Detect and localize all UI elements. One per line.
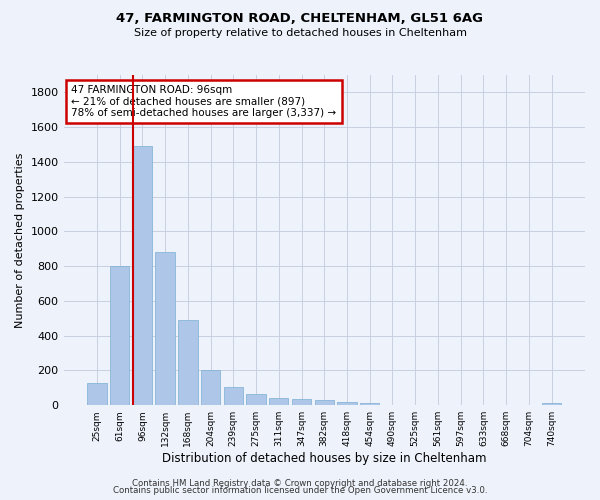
Bar — [133, 146, 152, 405]
Bar — [360, 402, 379, 405]
Text: Size of property relative to detached houses in Cheltenham: Size of property relative to detached ho… — [133, 28, 467, 38]
Bar — [110, 266, 130, 405]
Bar — [292, 399, 311, 405]
Bar — [314, 400, 334, 405]
Bar — [87, 384, 107, 405]
Bar — [155, 252, 175, 405]
X-axis label: Distribution of detached houses by size in Cheltenham: Distribution of detached houses by size … — [162, 452, 487, 465]
Bar — [178, 320, 197, 405]
Bar — [247, 394, 266, 405]
Bar — [201, 370, 220, 405]
Bar — [269, 398, 289, 405]
Text: Contains HM Land Registry data © Crown copyright and database right 2024.: Contains HM Land Registry data © Crown c… — [132, 478, 468, 488]
Bar — [542, 402, 561, 405]
Text: 47 FARMINGTON ROAD: 96sqm
← 21% of detached houses are smaller (897)
78% of semi: 47 FARMINGTON ROAD: 96sqm ← 21% of detac… — [71, 85, 337, 118]
Text: Contains public sector information licensed under the Open Government Licence v3: Contains public sector information licen… — [113, 486, 487, 495]
Y-axis label: Number of detached properties: Number of detached properties — [15, 152, 25, 328]
Bar — [224, 387, 243, 405]
Bar — [337, 402, 356, 405]
Text: 47, FARMINGTON ROAD, CHELTENHAM, GL51 6AG: 47, FARMINGTON ROAD, CHELTENHAM, GL51 6A… — [116, 12, 484, 26]
